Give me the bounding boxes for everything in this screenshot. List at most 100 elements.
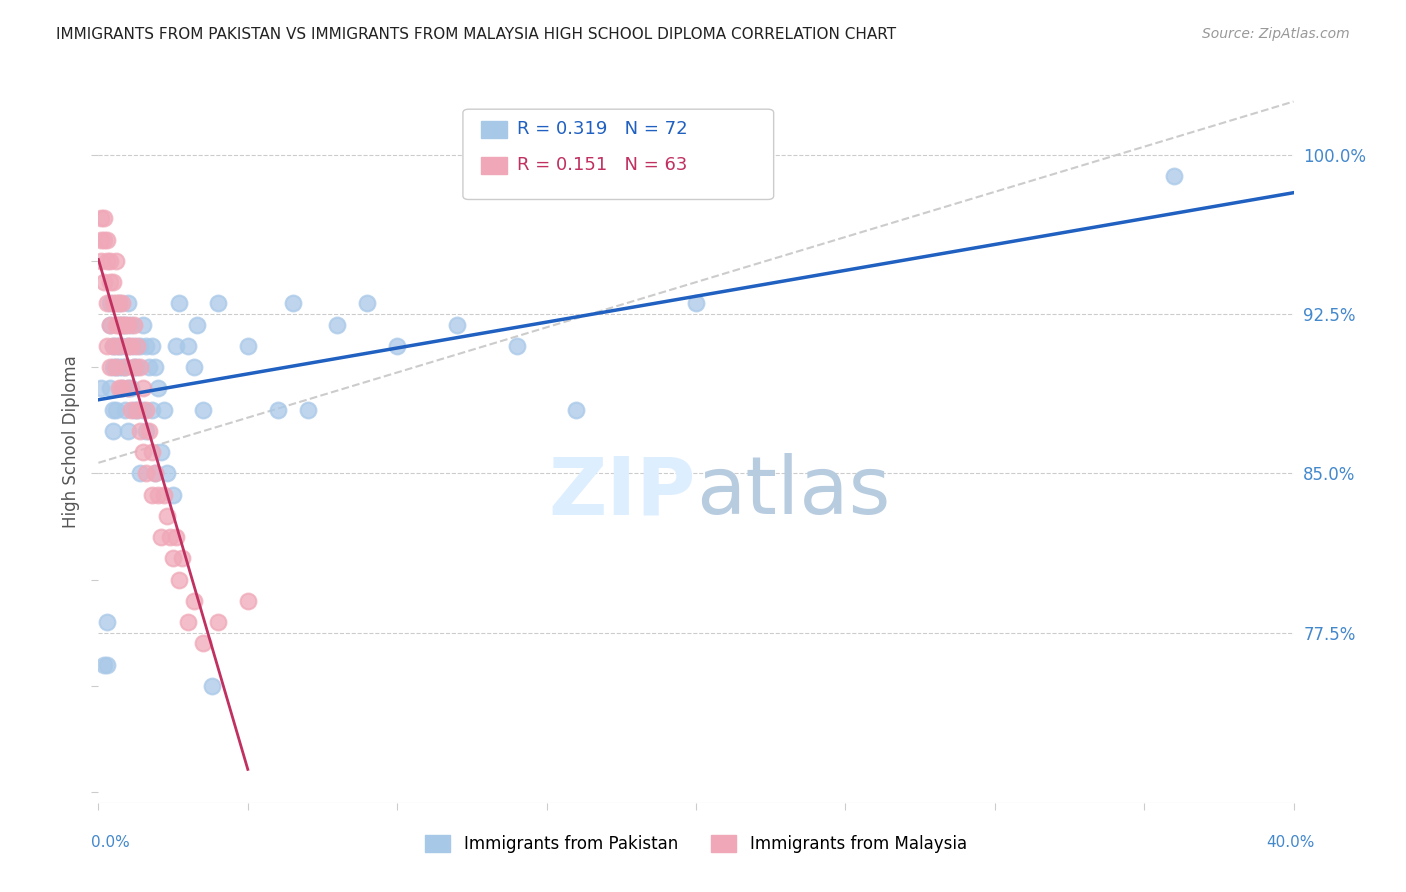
Point [143, 360, 166, 375]
Point [108, 318, 131, 332]
Point [132, 445, 155, 459]
Point [129, 339, 152, 353]
Bar [481, 157, 508, 174]
Point [108, 360, 131, 375]
Point [132, 318, 155, 332]
Text: atlas: atlas [696, 453, 890, 531]
Point [127, 360, 149, 375]
Point [135, 467, 157, 481]
Point [90, 233, 112, 247]
Point [183, 594, 205, 608]
Point [98, 318, 122, 332]
Point [148, 488, 170, 502]
Point [356, 296, 378, 310]
Point [236, 339, 259, 353]
Point [685, 296, 707, 310]
Point [117, 296, 139, 310]
Point [138, 360, 160, 375]
Point [177, 615, 200, 629]
Point [124, 402, 146, 417]
Point [111, 381, 134, 395]
Bar [481, 120, 508, 138]
Point [129, 424, 152, 438]
Point [148, 381, 170, 395]
Point [124, 339, 146, 353]
Point [105, 360, 128, 375]
Text: Source: ZipAtlas.com: Source: ZipAtlas.com [1202, 27, 1350, 41]
Point [129, 360, 152, 375]
Point [90, 253, 112, 268]
Legend: Immigrants from Pakistan, Immigrants from Malaysia: Immigrants from Pakistan, Immigrants fro… [419, 828, 973, 860]
Point [156, 467, 179, 481]
Point [90, 381, 112, 395]
Point [183, 360, 205, 375]
Point [135, 339, 157, 353]
Point [111, 360, 134, 375]
Point [98, 296, 122, 310]
Point [96, 253, 118, 268]
Point [267, 402, 290, 417]
Point [105, 402, 128, 417]
Point [138, 424, 160, 438]
Point [114, 360, 136, 375]
Point [98, 318, 122, 332]
Point [167, 573, 190, 587]
Point [114, 318, 136, 332]
Point [172, 551, 194, 566]
Point [117, 381, 139, 395]
Point [143, 467, 166, 481]
Point [127, 402, 149, 417]
Point [159, 530, 181, 544]
Point [103, 402, 125, 417]
Point [150, 445, 173, 459]
Point [111, 339, 134, 353]
Point [103, 275, 125, 289]
Point [186, 318, 208, 332]
Point [111, 381, 134, 395]
Text: IMMIGRANTS FROM PAKISTAN VS IMMIGRANTS FROM MALAYSIA HIGH SCHOOL DIPLOMA CORRELA: IMMIGRANTS FROM PAKISTAN VS IMMIGRANTS F… [56, 27, 897, 42]
Point [129, 467, 152, 481]
Point [96, 233, 118, 247]
Point [156, 508, 179, 523]
Point [105, 339, 128, 353]
Point [281, 296, 304, 310]
Point [114, 360, 136, 375]
Point [120, 381, 142, 395]
Point [103, 339, 125, 353]
Point [165, 339, 187, 353]
Point [98, 381, 122, 395]
Point [150, 530, 173, 544]
Text: ZIP: ZIP [548, 453, 696, 531]
Point [127, 339, 149, 353]
Point [117, 381, 139, 395]
Point [103, 296, 125, 310]
Point [96, 615, 118, 629]
Point [111, 318, 134, 332]
Point [153, 488, 176, 502]
Point [108, 318, 131, 332]
Point [108, 339, 131, 353]
Point [236, 594, 259, 608]
Point [446, 318, 468, 332]
Point [93, 275, 115, 289]
Point [141, 339, 163, 353]
Point [153, 402, 176, 417]
Point [127, 402, 149, 417]
Point [98, 360, 122, 375]
Point [141, 445, 163, 459]
Point [117, 339, 139, 353]
Point [90, 211, 112, 226]
Point [93, 233, 115, 247]
Point [108, 339, 131, 353]
Point [1163, 169, 1185, 183]
Point [135, 402, 157, 417]
Point [165, 530, 187, 544]
Point [103, 339, 125, 353]
Point [167, 296, 190, 310]
Point [162, 551, 184, 566]
Point [177, 339, 200, 353]
Point [111, 318, 134, 332]
Point [96, 339, 118, 353]
Point [105, 360, 128, 375]
Point [191, 636, 214, 650]
